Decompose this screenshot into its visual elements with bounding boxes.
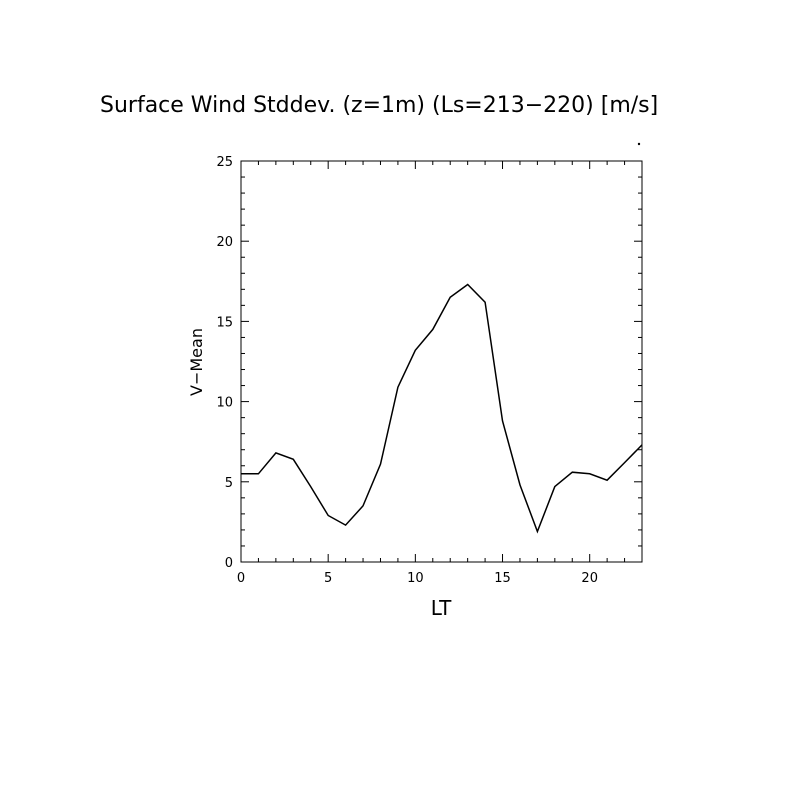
x-tick-label: 20 <box>581 571 598 586</box>
axis-ticks <box>240 160 643 563</box>
series-line <box>241 283 643 534</box>
plot-frame <box>240 160 643 563</box>
y-tick-label: 25 <box>216 155 233 170</box>
stray-dot <box>637 142 641 146</box>
x-tick-label: 10 <box>407 571 424 586</box>
tick-labels: 0 5 10 15 20 0 5 10 15 20 25 <box>216 155 598 586</box>
y-tick-label: 15 <box>216 315 233 330</box>
x-tick-label: 0 <box>237 571 245 586</box>
x-tick-label: 15 <box>494 571 511 586</box>
y-axis-title: V−Mean <box>187 328 206 396</box>
y-tick-label: 20 <box>216 235 233 250</box>
y-tick-label: 5 <box>225 476 233 491</box>
x-tick-label: 5 <box>324 571 332 586</box>
y-tick-label: 0 <box>225 556 233 571</box>
x-axis-title: LT <box>431 596 452 620</box>
chart-title: Surface Wind Stddev. (z=1m) (Ls=213−220)… <box>100 93 658 118</box>
y-tick-label: 10 <box>216 396 233 411</box>
